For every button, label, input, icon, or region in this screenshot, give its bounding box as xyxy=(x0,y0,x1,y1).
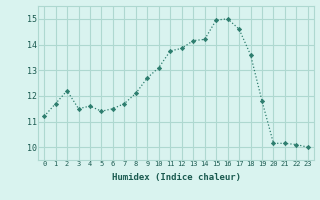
X-axis label: Humidex (Indice chaleur): Humidex (Indice chaleur) xyxy=(111,173,241,182)
